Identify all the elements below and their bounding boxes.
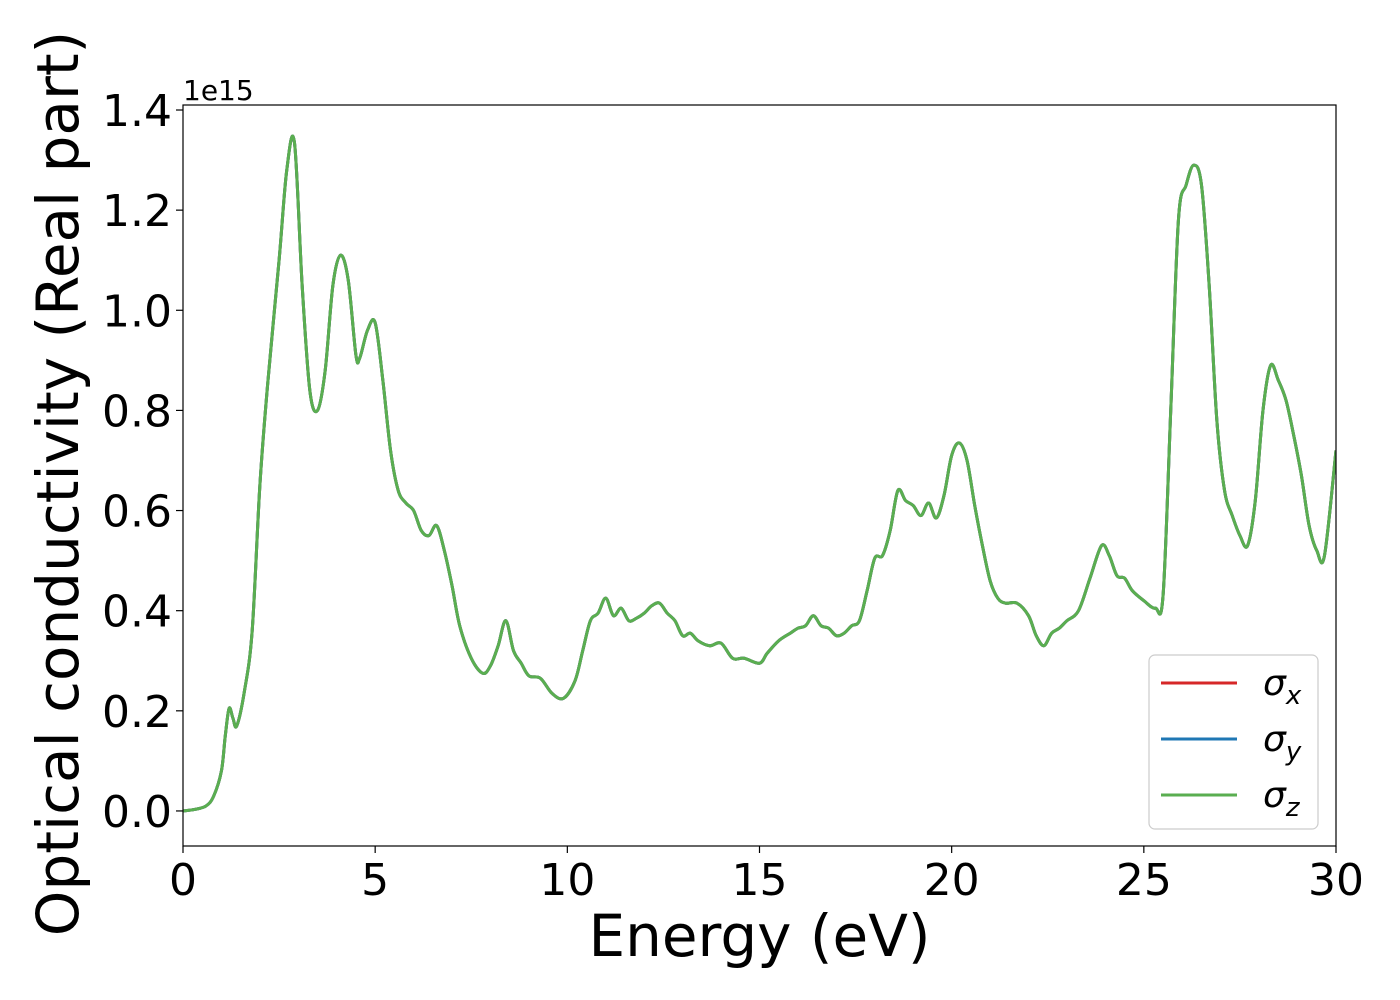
y-offset-label: 1e15 [183,74,254,107]
legend-label-subscript: z [1285,793,1301,823]
legend-label-subscript: x [1285,681,1302,711]
legend-label-subscript: y [1285,737,1302,767]
x-tick-label: 20 [924,855,980,906]
y-tick-label: 0.6 [102,487,172,538]
y-tick-label: 0.2 [102,687,172,738]
y-tick-label: 0.8 [102,386,172,437]
y-axis-ticks: 0.0 0.2 0.4 0.6 0.8 1.0 1.2 1.4 [102,86,183,838]
x-axis-label: Energy (eV) [588,902,930,970]
legend-label: σx [1263,663,1302,711]
x-tick-label: 15 [732,855,788,906]
y-tick-label: 1.2 [102,186,172,237]
legend-box [1148,654,1319,830]
x-tick-label: 0 [169,855,197,906]
x-tick-label: 5 [361,855,389,906]
y-tick-label: 1.4 [102,86,172,137]
y-tick-label: 1.0 [102,286,172,337]
series-layer [183,134,1336,813]
x-axis-ticks: 0 5 10 15 20 25 30 [169,846,1364,906]
series-line-z [183,134,1336,813]
y-axis-label: Optical conductivity (Real part) [24,31,92,936]
x-tick-label: 30 [1308,855,1364,906]
y-tick-label: 0.0 [102,787,172,838]
legend-label: σy [1263,719,1302,767]
x-tick-label: 10 [539,855,595,906]
y-tick-label: 0.4 [102,587,172,638]
x-tick-label: 25 [1116,855,1172,906]
